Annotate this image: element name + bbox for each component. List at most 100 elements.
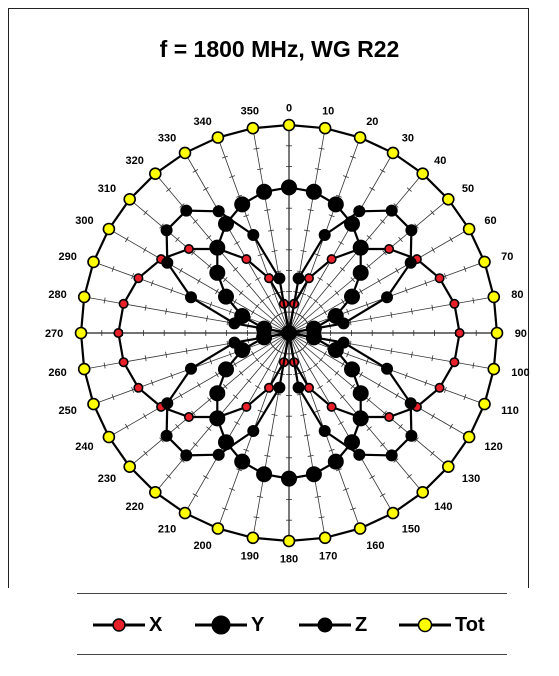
grid-tick bbox=[150, 280, 154, 287]
grid-tick bbox=[179, 458, 185, 463]
grid-tick bbox=[393, 458, 399, 463]
series-marker-tot bbox=[149, 485, 162, 499]
grid-tick bbox=[449, 423, 453, 430]
frame-right-edge bbox=[528, 8, 529, 588]
angle-label-310: 310 bbox=[98, 183, 116, 195]
grid-tick bbox=[326, 378, 332, 384]
series-marker-tot bbox=[386, 506, 400, 520]
series-marker-z bbox=[337, 336, 350, 349]
grid-tick bbox=[334, 290, 340, 296]
grid-tick bbox=[414, 223, 419, 229]
grid-tick bbox=[382, 410, 387, 416]
angle-label-210: 210 bbox=[158, 523, 176, 535]
grid-tick bbox=[341, 361, 345, 367]
series-marker-x bbox=[183, 244, 194, 255]
series-marker-z bbox=[185, 362, 197, 375]
series-marker-y bbox=[352, 385, 369, 402]
grid-tick bbox=[318, 357, 324, 363]
grid-tick bbox=[430, 210, 435, 216]
grid-tick bbox=[228, 351, 232, 358]
grid-tick bbox=[222, 507, 228, 511]
series-marker-x bbox=[384, 244, 395, 255]
series-marker-z bbox=[381, 362, 393, 375]
series-marker-y bbox=[305, 466, 322, 483]
series-marker-tot bbox=[77, 362, 91, 376]
grid-tick bbox=[251, 351, 255, 357]
grid-tick bbox=[307, 295, 313, 299]
frame-top-edge bbox=[8, 8, 528, 9]
grid-tick bbox=[209, 301, 213, 308]
grid-tick bbox=[175, 424, 180, 430]
series-marker-y bbox=[344, 215, 360, 232]
frame-left-edge bbox=[8, 8, 9, 588]
grid-tick bbox=[350, 507, 356, 511]
grid-tick bbox=[192, 493, 199, 497]
angle-label-260: 260 bbox=[48, 367, 66, 379]
grid-tick bbox=[370, 344, 372, 351]
series-marker-z bbox=[160, 224, 173, 237]
series-marker-y bbox=[352, 264, 369, 281]
angle-label-10: 10 bbox=[322, 106, 334, 118]
series-marker-tot bbox=[353, 131, 367, 144]
series-marker-tot bbox=[478, 397, 491, 411]
angle-label-300: 300 bbox=[75, 215, 93, 227]
grid-tick bbox=[431, 413, 435, 419]
grid-tick bbox=[300, 250, 307, 252]
grid-tick bbox=[404, 372, 408, 379]
legend-swatch-z bbox=[299, 617, 351, 633]
grid-tick bbox=[317, 385, 323, 389]
grid-tick bbox=[257, 253, 264, 257]
legend-item-x: X bbox=[93, 610, 162, 640]
grid-tick bbox=[206, 235, 212, 240]
grid-tick bbox=[144, 304, 147, 311]
grid-tick bbox=[215, 288, 219, 295]
series-marker-tot bbox=[102, 430, 116, 444]
series-marker-y bbox=[218, 434, 234, 451]
series-marker-tot bbox=[318, 121, 332, 135]
series-marker-tot bbox=[353, 522, 367, 535]
series-marker-x bbox=[303, 382, 314, 393]
grid-tick bbox=[234, 241, 240, 245]
grid-tick bbox=[170, 372, 174, 379]
legend-swatch-y bbox=[195, 615, 247, 635]
grid-tick bbox=[443, 386, 447, 393]
grid-tick bbox=[326, 282, 332, 288]
series-marker-y bbox=[234, 196, 251, 213]
grid-tick bbox=[395, 267, 399, 274]
series-marker-x bbox=[303, 273, 314, 284]
angle-label-120: 120 bbox=[484, 441, 502, 453]
grid-tick bbox=[238, 370, 244, 376]
grid-tick bbox=[251, 309, 255, 315]
grid-tick bbox=[243, 448, 250, 452]
series-marker-tot bbox=[416, 167, 430, 180]
series-marker-z bbox=[405, 224, 418, 237]
grid-tick bbox=[233, 299, 237, 305]
angle-label-150: 150 bbox=[402, 523, 420, 535]
series-marker-tot bbox=[318, 531, 332, 545]
grid-tick bbox=[236, 194, 243, 198]
grid-tick bbox=[192, 442, 198, 447]
angle-label-170: 170 bbox=[319, 550, 337, 562]
series-marker-z bbox=[161, 397, 174, 410]
legend: X Y Z Tot bbox=[77, 593, 507, 655]
angle-label-290: 290 bbox=[59, 251, 77, 263]
series-marker-z bbox=[292, 272, 305, 285]
grid-tick bbox=[350, 383, 355, 390]
grid-tick bbox=[125, 423, 129, 430]
angle-label-130: 130 bbox=[462, 473, 480, 485]
grid-tick bbox=[338, 241, 344, 245]
series-marker-y bbox=[234, 453, 251, 470]
grid-tick bbox=[304, 434, 311, 437]
series-marker-z bbox=[318, 229, 331, 241]
series-marker-tot bbox=[282, 118, 296, 132]
series-marker-tot bbox=[77, 290, 91, 304]
series-marker-y bbox=[218, 361, 234, 378]
grid-tick bbox=[314, 409, 321, 413]
grid-tick bbox=[463, 266, 467, 272]
grid-tick bbox=[365, 358, 369, 365]
grid-tick bbox=[255, 385, 261, 389]
grid-tick bbox=[215, 371, 219, 378]
series-marker-z bbox=[180, 449, 193, 462]
series-marker-y bbox=[352, 410, 369, 427]
series-marker-tot bbox=[441, 460, 455, 474]
